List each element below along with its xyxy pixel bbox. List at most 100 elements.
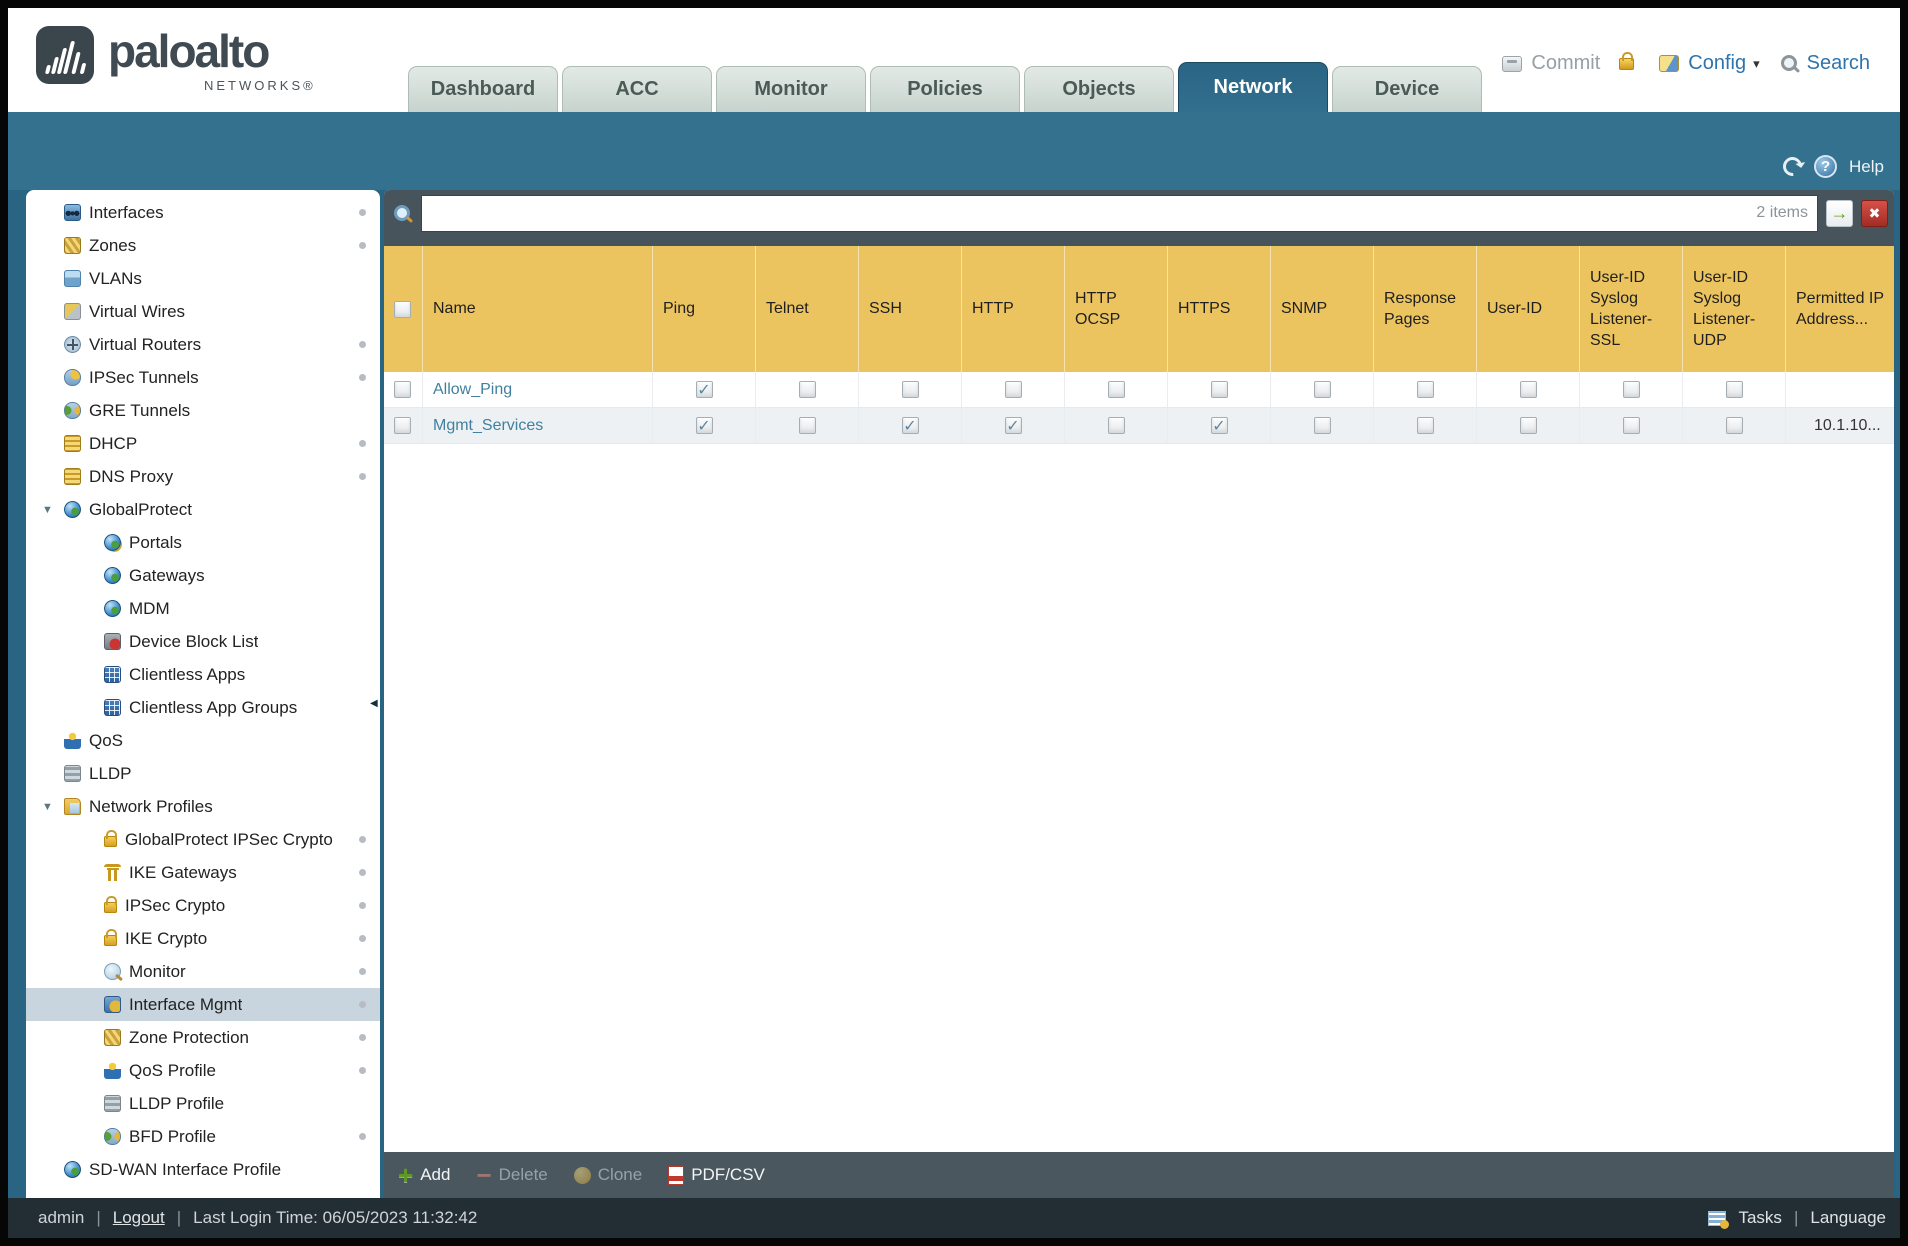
sidebar-item-virtual-routers[interactable]: Virtual Routers bbox=[26, 328, 380, 361]
sidebar-item-globalprotect[interactable]: ▼ GlobalProtect bbox=[26, 493, 380, 526]
tasks-button[interactable]: Tasks bbox=[1738, 1208, 1782, 1227]
sidebar-item-mdm[interactable]: MDM bbox=[26, 592, 380, 625]
column-header-response_pages[interactable]: Response Pages bbox=[1373, 246, 1476, 372]
refresh-icon[interactable] bbox=[1779, 153, 1806, 180]
column-header-permitted_ip[interactable]: Permitted IP Address... bbox=[1785, 246, 1894, 372]
response_pages-checkbox[interactable] bbox=[1416, 381, 1434, 398]
column-header-uid_ssl[interactable]: User-ID Syslog Listener-SSL bbox=[1579, 246, 1682, 372]
http-checkbox[interactable] bbox=[1004, 381, 1022, 398]
column-header-https[interactable]: HTTPS bbox=[1167, 246, 1270, 372]
http_ocsp-checkbox[interactable] bbox=[1107, 381, 1125, 398]
sidebar-item-portals[interactable]: Portals bbox=[26, 526, 380, 559]
column-header-http_ocsp[interactable]: HTTP OCSP bbox=[1064, 246, 1167, 372]
delete-button[interactable]: − Delete bbox=[476, 1162, 547, 1188]
tab-acc[interactable]: ACC bbox=[562, 66, 712, 112]
uid_udp-checkbox[interactable] bbox=[1725, 417, 1743, 434]
help-icon[interactable]: ? bbox=[1814, 155, 1838, 178]
sidebar-item-ike-crypto[interactable]: IKE Crypto bbox=[26, 922, 380, 955]
sidebar-item-bfd-profile[interactable]: BFD Profile bbox=[26, 1120, 380, 1153]
https-checkbox[interactable]: ✓ bbox=[1210, 417, 1228, 435]
https-checkbox[interactable] bbox=[1210, 381, 1228, 398]
lock-icon[interactable] bbox=[1619, 51, 1635, 70]
response_pages-checkbox[interactable] bbox=[1416, 417, 1434, 434]
ssh-checkbox[interactable] bbox=[901, 381, 919, 398]
search-button[interactable]: Search bbox=[1806, 52, 1870, 74]
sidebar-item-gateways[interactable]: Gateways bbox=[26, 559, 380, 592]
telnet-checkbox[interactable] bbox=[798, 381, 816, 398]
sidebar-item-monitor[interactable]: Monitor bbox=[26, 955, 380, 988]
tab-objects[interactable]: Objects bbox=[1024, 66, 1174, 112]
column-header-telnet[interactable]: Telnet bbox=[755, 246, 858, 372]
tab-dashboard[interactable]: Dashboard bbox=[408, 66, 558, 112]
sidebar-item-clientless-app-groups[interactable]: Clientless App Groups bbox=[26, 691, 380, 724]
sidebar-item-globalprotect-ipsec-crypto[interactable]: GlobalProtect IPSec Crypto bbox=[26, 823, 380, 856]
column-header-name[interactable]: Name bbox=[422, 246, 652, 372]
help-link[interactable]: Help bbox=[1849, 156, 1884, 176]
sidebar-item-zone-protection[interactable]: Zone Protection bbox=[26, 1021, 380, 1054]
add-button[interactable]: + Add bbox=[398, 1162, 450, 1188]
snmp-checkbox[interactable] bbox=[1313, 417, 1331, 434]
uid_ssl-checkbox[interactable] bbox=[1622, 381, 1640, 398]
sidebar-item-label: VLANs bbox=[89, 268, 142, 288]
row-select-checkbox[interactable] bbox=[394, 381, 411, 398]
tree-expand-arrow[interactable]: ▼ bbox=[42, 800, 53, 813]
apply-filter-button[interactable]: → bbox=[1826, 200, 1853, 227]
http_ocsp-checkbox[interactable] bbox=[1107, 417, 1125, 434]
tab-network[interactable]: Network bbox=[1178, 62, 1328, 112]
sidebar-item-qos[interactable]: QoS bbox=[26, 724, 380, 757]
sidebar-item-device-block-list[interactable]: Device Block List bbox=[26, 625, 380, 658]
http-checkbox[interactable]: ✓ bbox=[1004, 417, 1022, 435]
sidebar-item-zones[interactable]: Zones bbox=[26, 229, 380, 262]
user_id-checkbox[interactable] bbox=[1519, 381, 1537, 398]
filter-input[interactable] bbox=[421, 195, 1818, 232]
profile-name-link[interactable]: Allow_Ping bbox=[433, 380, 513, 398]
sidebar-item-interface-mgmt[interactable]: Interface Mgmt bbox=[26, 988, 380, 1021]
sidebar-item-clientless-apps[interactable]: Clientless Apps bbox=[26, 658, 380, 691]
tab-policies[interactable]: Policies bbox=[870, 66, 1020, 112]
sidebar-item-dns-proxy[interactable]: DNS Proxy bbox=[26, 460, 380, 493]
user_id-checkbox[interactable] bbox=[1519, 417, 1537, 434]
column-header-select[interactable] bbox=[384, 246, 422, 372]
ssh-checkbox[interactable]: ✓ bbox=[901, 417, 919, 435]
sidebar-item-lldp-profile[interactable]: LLDP Profile bbox=[26, 1087, 380, 1120]
sidebar-item-ipsec-tunnels[interactable]: IPSec Tunnels bbox=[26, 361, 380, 394]
tab-device[interactable]: Device bbox=[1332, 66, 1482, 112]
pdf-csv-button[interactable]: PDF/CSV bbox=[668, 1165, 765, 1185]
column-header-uid_udp[interactable]: User-ID Syslog Listener-UDP bbox=[1682, 246, 1785, 372]
tab-monitor[interactable]: Monitor bbox=[716, 66, 866, 112]
column-header-ssh[interactable]: SSH bbox=[858, 246, 961, 372]
commit-button[interactable]: Commit bbox=[1531, 52, 1601, 74]
profile-name-link[interactable]: Mgmt_Services bbox=[433, 416, 544, 434]
sidebar-item-dhcp[interactable]: DHCP bbox=[26, 427, 380, 460]
sidebar-item-ike-gateways[interactable]: IKE Gateways bbox=[26, 856, 380, 889]
column-header-http[interactable]: HTTP bbox=[961, 246, 1064, 372]
sidebar-item-network-profiles[interactable]: ▼ Network Profiles bbox=[26, 790, 380, 823]
ping-checkbox[interactable]: ✓ bbox=[695, 417, 713, 435]
telnet-checkbox[interactable] bbox=[798, 417, 816, 434]
sidebar-item-gre-tunnels[interactable]: GRE Tunnels bbox=[26, 394, 380, 427]
language-button[interactable]: Language bbox=[1810, 1208, 1886, 1227]
sidebar-item-qos-profile[interactable]: QoS Profile bbox=[26, 1054, 380, 1087]
tree-expand-arrow[interactable]: ▼ bbox=[42, 503, 53, 516]
sidebar-item-virtual-wires[interactable]: Virtual Wires bbox=[26, 295, 380, 328]
logout-link[interactable]: Logout bbox=[112, 1208, 165, 1227]
clone-button[interactable]: Clone bbox=[573, 1165, 642, 1185]
row-select-checkbox[interactable] bbox=[394, 417, 411, 434]
snmp-checkbox[interactable] bbox=[1313, 381, 1331, 398]
uid_ssl-checkbox[interactable] bbox=[1622, 417, 1640, 434]
uid_udp-checkbox[interactable] bbox=[1725, 381, 1743, 398]
config-button[interactable]: Config bbox=[1688, 52, 1747, 74]
sidebar-item-sdwan-interface-profile[interactable]: SD-WAN Interface Profile bbox=[26, 1153, 380, 1186]
column-header-snmp[interactable]: SNMP bbox=[1270, 246, 1373, 372]
select-all-checkbox[interactable] bbox=[394, 300, 411, 318]
chevron-down-icon[interactable]: ▾ bbox=[1753, 55, 1760, 71]
sidebar-item-vlans[interactable]: VLANs bbox=[26, 262, 380, 295]
sidebar-item-ipsec-crypto[interactable]: IPSec Crypto bbox=[26, 889, 380, 922]
column-header-user_id[interactable]: User-ID bbox=[1476, 246, 1579, 372]
ping-checkbox[interactable]: ✓ bbox=[695, 381, 713, 399]
clear-filter-button[interactable]: ✖ bbox=[1861, 200, 1888, 227]
column-header-ping[interactable]: Ping bbox=[652, 246, 755, 372]
sidebar-collapse-handle[interactable]: ◀ bbox=[370, 698, 378, 709]
sidebar-item-lldp[interactable]: LLDP bbox=[26, 757, 380, 790]
sidebar-item-interfaces[interactable]: Interfaces bbox=[26, 196, 380, 229]
